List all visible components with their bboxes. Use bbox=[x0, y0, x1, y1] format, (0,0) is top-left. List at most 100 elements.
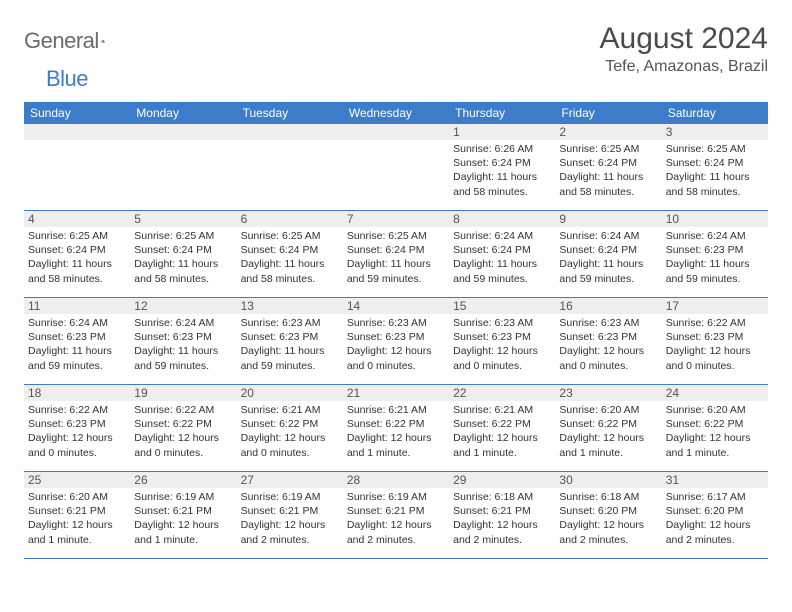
day-number-band: 1 bbox=[449, 124, 555, 140]
day-info-line: Sunset: 6:21 PM bbox=[134, 504, 232, 518]
day-cell: 23Sunrise: 6:20 AMSunset: 6:22 PMDayligh… bbox=[555, 385, 661, 471]
day-cell: 13Sunrise: 6:23 AMSunset: 6:23 PMDayligh… bbox=[237, 298, 343, 384]
day-info-line: Daylight: 11 hours and 59 minutes. bbox=[453, 257, 551, 285]
day-cell: 31Sunrise: 6:17 AMSunset: 6:20 PMDayligh… bbox=[662, 472, 768, 558]
day-cell: 1Sunrise: 6:26 AMSunset: 6:24 PMDaylight… bbox=[449, 124, 555, 210]
day-info-line: Sunrise: 6:20 AM bbox=[28, 490, 126, 504]
day-number: 12 bbox=[134, 298, 147, 314]
day-info-line: Sunset: 6:23 PM bbox=[666, 330, 764, 344]
day-info-line: Sunset: 6:24 PM bbox=[453, 243, 551, 257]
day-info-line: Daylight: 11 hours and 58 minutes. bbox=[453, 170, 551, 198]
day-number-band: 11 bbox=[24, 298, 130, 314]
day-cell: 29Sunrise: 6:18 AMSunset: 6:21 PMDayligh… bbox=[449, 472, 555, 558]
day-body: Sunrise: 6:21 AMSunset: 6:22 PMDaylight:… bbox=[237, 401, 343, 462]
week-row: 25Sunrise: 6:20 AMSunset: 6:21 PMDayligh… bbox=[24, 472, 768, 559]
day-number: 27 bbox=[241, 472, 254, 488]
day-info-line: Sunrise: 6:25 AM bbox=[241, 229, 339, 243]
day-body: Sunrise: 6:19 AMSunset: 6:21 PMDaylight:… bbox=[237, 488, 343, 549]
day-info-line: Sunrise: 6:23 AM bbox=[347, 316, 445, 330]
weekday-header: SundayMondayTuesdayWednesdayThursdayFrid… bbox=[24, 102, 768, 124]
day-number: 4 bbox=[28, 211, 35, 227]
day-info-line: Sunset: 6:24 PM bbox=[453, 156, 551, 170]
day-number-band: 24 bbox=[662, 385, 768, 401]
day-info-line: Sunset: 6:24 PM bbox=[241, 243, 339, 257]
day-info-line: Daylight: 12 hours and 0 minutes. bbox=[666, 344, 764, 372]
day-cell-empty bbox=[24, 124, 130, 210]
day-number: 14 bbox=[347, 298, 360, 314]
day-info-line: Sunrise: 6:21 AM bbox=[241, 403, 339, 417]
day-number-band: 9 bbox=[555, 211, 661, 227]
day-number: 31 bbox=[666, 472, 679, 488]
day-info-line: Sunrise: 6:24 AM bbox=[453, 229, 551, 243]
day-number-band: 7 bbox=[343, 211, 449, 227]
day-info-line: Sunset: 6:23 PM bbox=[453, 330, 551, 344]
day-cell: 24Sunrise: 6:20 AMSunset: 6:22 PMDayligh… bbox=[662, 385, 768, 471]
day-info-line: Sunrise: 6:24 AM bbox=[666, 229, 764, 243]
day-number: 9 bbox=[559, 211, 566, 227]
day-number: 19 bbox=[134, 385, 147, 401]
weekday-saturday: Saturday bbox=[662, 102, 768, 124]
day-cell: 11Sunrise: 6:24 AMSunset: 6:23 PMDayligh… bbox=[24, 298, 130, 384]
day-cell: 15Sunrise: 6:23 AMSunset: 6:23 PMDayligh… bbox=[449, 298, 555, 384]
day-number-band: 8 bbox=[449, 211, 555, 227]
day-info-line: Sunrise: 6:18 AM bbox=[453, 490, 551, 504]
day-info-line: Sunset: 6:20 PM bbox=[666, 504, 764, 518]
day-number-band: 22 bbox=[449, 385, 555, 401]
day-info-line: Daylight: 11 hours and 58 minutes. bbox=[134, 257, 232, 285]
day-cell: 20Sunrise: 6:21 AMSunset: 6:22 PMDayligh… bbox=[237, 385, 343, 471]
day-info-line: Daylight: 11 hours and 59 minutes. bbox=[347, 257, 445, 285]
day-info-line: Daylight: 11 hours and 58 minutes. bbox=[241, 257, 339, 285]
day-body: Sunrise: 6:20 AMSunset: 6:21 PMDaylight:… bbox=[24, 488, 130, 549]
week-row: 11Sunrise: 6:24 AMSunset: 6:23 PMDayligh… bbox=[24, 298, 768, 385]
day-info-line: Daylight: 11 hours and 59 minutes. bbox=[666, 257, 764, 285]
day-info-line: Sunrise: 6:25 AM bbox=[666, 142, 764, 156]
day-number: 10 bbox=[666, 211, 679, 227]
day-cell: 8 Sunrise: 6:24 AMSunset: 6:24 PMDaylight… bbox=[449, 211, 555, 297]
day-info-line: Daylight: 11 hours and 59 minutes. bbox=[559, 257, 657, 285]
day-number-band: 18 bbox=[24, 385, 130, 401]
location-subtitle: Tefe, Amazonas, Brazil bbox=[600, 58, 768, 76]
day-cell-empty bbox=[130, 124, 236, 210]
day-info-line: Daylight: 12 hours and 2 minutes. bbox=[453, 518, 551, 546]
week-row: 18Sunrise: 6:22 AMSunset: 6:23 PMDayligh… bbox=[24, 385, 768, 472]
day-info-line: Sunrise: 6:22 AM bbox=[666, 316, 764, 330]
day-number-band: 15 bbox=[449, 298, 555, 314]
day-info-line: Sunset: 6:24 PM bbox=[134, 243, 232, 257]
day-body: Sunrise: 6:24 AMSunset: 6:23 PMDaylight:… bbox=[130, 314, 236, 375]
day-info-line: Sunrise: 6:22 AM bbox=[28, 403, 126, 417]
day-cell: 6 Sunrise: 6:25 AMSunset: 6:24 PMDaylight… bbox=[237, 211, 343, 297]
day-body: Sunrise: 6:25 AMSunset: 6:24 PMDaylight:… bbox=[662, 140, 768, 201]
day-body: Sunrise: 6:24 AMSunset: 6:24 PMDaylight:… bbox=[555, 227, 661, 288]
day-number-band bbox=[343, 124, 449, 140]
day-info-line: Daylight: 11 hours and 59 minutes. bbox=[28, 344, 126, 372]
day-cell-empty bbox=[237, 124, 343, 210]
day-number: 8 bbox=[453, 211, 460, 227]
day-number-band: 14 bbox=[343, 298, 449, 314]
day-info-line: Sunset: 6:24 PM bbox=[347, 243, 445, 257]
day-info-line: Sunrise: 6:25 AM bbox=[559, 142, 657, 156]
day-info-line: Daylight: 12 hours and 0 minutes. bbox=[559, 344, 657, 372]
day-info-line: Sunrise: 6:21 AM bbox=[347, 403, 445, 417]
day-number: 6 bbox=[241, 211, 248, 227]
day-number: 15 bbox=[453, 298, 466, 314]
day-info-line: Sunset: 6:23 PM bbox=[559, 330, 657, 344]
brand-logo: General bbox=[24, 22, 125, 54]
day-number-band: 16 bbox=[555, 298, 661, 314]
day-info-line: Sunrise: 6:19 AM bbox=[241, 490, 339, 504]
day-body: Sunrise: 6:23 AMSunset: 6:23 PMDaylight:… bbox=[237, 314, 343, 375]
day-number: 24 bbox=[666, 385, 679, 401]
day-info-line: Sunrise: 6:23 AM bbox=[241, 316, 339, 330]
day-info-line: Daylight: 12 hours and 2 minutes. bbox=[666, 518, 764, 546]
day-number-band: 19 bbox=[130, 385, 236, 401]
day-number: 3 bbox=[666, 124, 673, 140]
day-cell: 30Sunrise: 6:18 AMSunset: 6:20 PMDayligh… bbox=[555, 472, 661, 558]
day-number-band: 20 bbox=[237, 385, 343, 401]
day-body: Sunrise: 6:24 AMSunset: 6:23 PMDaylight:… bbox=[24, 314, 130, 375]
day-number-band: 30 bbox=[555, 472, 661, 488]
day-info-line: Sunset: 6:21 PM bbox=[28, 504, 126, 518]
day-info-line: Sunset: 6:21 PM bbox=[453, 504, 551, 518]
day-info-line: Daylight: 12 hours and 1 minute. bbox=[28, 518, 126, 546]
day-info-line: Sunrise: 6:24 AM bbox=[28, 316, 126, 330]
day-number-band: 23 bbox=[555, 385, 661, 401]
week-row: 1Sunrise: 6:26 AMSunset: 6:24 PMDaylight… bbox=[24, 124, 768, 211]
